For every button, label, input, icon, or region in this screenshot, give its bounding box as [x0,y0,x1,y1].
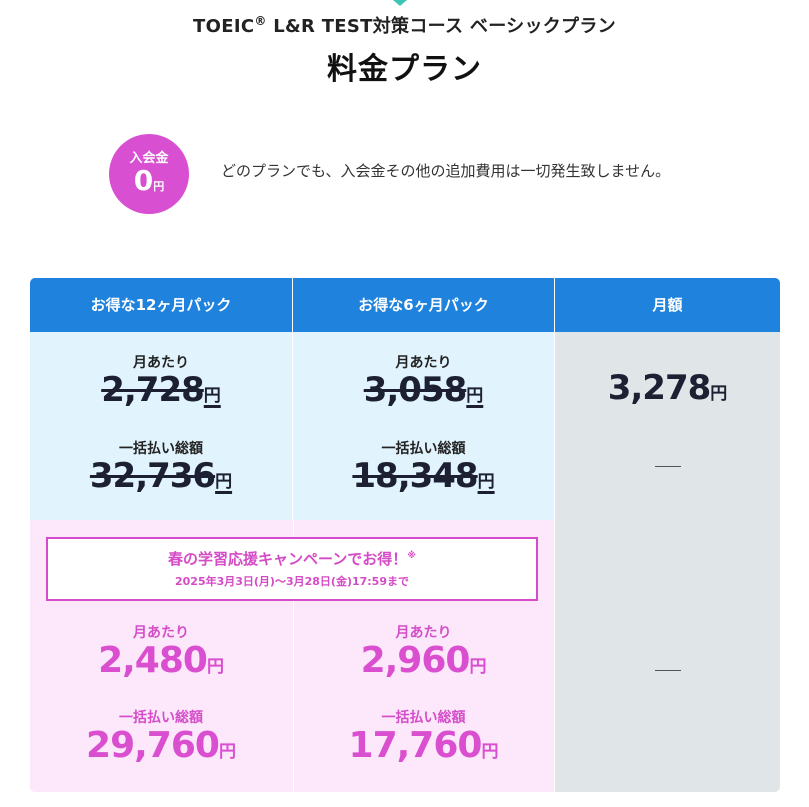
regular-per-month-price: 2,728円 [101,370,221,410]
total-label: 一括払い総額 [119,441,203,457]
plan-subtitle: TOEIC® L&R TEST対策コース ベーシックプラン [193,14,616,37]
column-header-6-month-pack: お得な6ヶ月パック [293,278,554,332]
not-applicable-dash [655,670,681,671]
total-label: 一括払い総額 [381,710,466,726]
campaign-price-6-month: 月あたり 2,960円 一括払い総額 17,760円 [293,520,554,792]
enrollment-fee-badge: 入会金 0円 [109,134,189,214]
campaign-banner: 春の学習応援キャンペーンでお得！※ 2025年3月3日(月)〜3月28日(金)1… [46,537,538,601]
regular-total-price: 32,736円 [89,456,233,496]
per-month-label: 月あたり [133,355,189,371]
logo-mark-icon [393,0,407,6]
per-month-label: 月あたり [395,625,452,641]
campaign-total-price: 29,760円 [86,725,236,766]
regular-total-price: 18,348円 [352,456,495,496]
total-label: 一括払い総額 [381,441,466,457]
pricing-table: お得な12ヶ月パック お得な6ヶ月パック 月額 月あたり 2,728円 一括払い… [30,278,780,792]
column-header-12-month-pack: お得な12ヶ月パック [30,278,292,332]
registered-mark: ® [254,14,267,28]
enrollment-fee-label: 入会金 [129,151,169,166]
campaign-section: 春の学習応援キャンペーンでお得！※ 2025年3月3日(月)〜3月28日(金)1… [30,520,554,792]
campaign-period: 2025年3月3日(月)〜3月28日(金)17:59まで [174,575,409,588]
page-title: 料金プラン [327,52,482,87]
enrollment-fee-value: 0円 [133,164,165,197]
total-label: 一括払い総額 [119,710,203,726]
monthly-plan-column: 3,278円 [555,332,780,792]
no-extra-fee-note: どのプランでも、入会金その他の追加費用は一切発生致しません。 [221,162,671,180]
per-month-label: 月あたり [395,355,452,371]
not-applicable-dash [655,466,681,467]
campaign-price-12-month: 月あたり 2,480円 一括払い総額 29,760円 [30,520,292,792]
regular-per-month-price: 3,058円 [363,370,484,410]
campaign-total-price: 17,760円 [348,725,499,766]
campaign-title: 春の学習応援キャンペーンでお得！※ [167,550,416,568]
campaign-per-month-price: 2,960円 [360,640,487,681]
column-header-monthly: 月額 [555,278,780,332]
per-month-label: 月あたり [133,625,189,641]
monthly-price: 3,278円 [607,368,728,408]
campaign-per-month-price: 2,480円 [98,640,224,681]
